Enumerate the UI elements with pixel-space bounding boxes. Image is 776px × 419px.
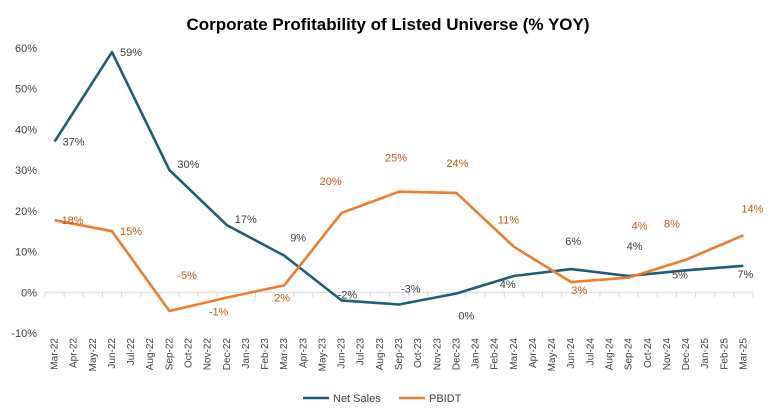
data-label: 11% <box>498 215 519 227</box>
x-tick-label: Aug-23 <box>375 338 386 371</box>
x-tick-label: Jul-22 <box>126 338 137 366</box>
data-label: 37% <box>63 137 85 149</box>
x-tick-label: Jun-22 <box>107 338 118 369</box>
data-label: 9% <box>290 233 306 245</box>
data-label: 8% <box>664 219 680 231</box>
x-tick-label: Nov-22 <box>203 338 214 371</box>
x-tick-label: May-24 <box>547 338 558 372</box>
x-tick-label: Sep-22 <box>164 338 175 371</box>
data-label: 30% <box>177 159 199 171</box>
x-tick-label: Apr-24 <box>528 338 539 368</box>
y-tick-label: 60% <box>15 43 37 55</box>
data-label: 24% <box>446 158 468 170</box>
x-tick-label: Jun-24 <box>566 338 577 369</box>
y-tick-label: 30% <box>15 165 37 177</box>
x-tick-label: Jan-25 <box>700 338 711 369</box>
data-label: 18% <box>62 215 84 227</box>
x-tick-label: Sep-24 <box>624 338 635 371</box>
x-tick-label: Jan-23 <box>241 338 252 369</box>
x-tick-label: Feb-24 <box>490 338 501 370</box>
x-tick-label: Nov-23 <box>432 338 443 371</box>
data-label: -3% <box>401 284 421 296</box>
x-tick-label: Dec-22 <box>222 338 233 371</box>
data-label: 14% <box>741 203 763 215</box>
y-tick-label: 10% <box>15 247 37 259</box>
x-tick-label: Jun-23 <box>337 338 348 369</box>
data-label: -5% <box>177 270 197 282</box>
legend-entry: PBIDT <box>429 393 462 405</box>
x-tick-label: Apr-23 <box>298 338 309 368</box>
x-tick-label: Aug-24 <box>604 338 615 371</box>
data-label: 15% <box>120 226 142 238</box>
x-tick-label: Feb-25 <box>719 338 730 370</box>
x-tick-label: Jul-24 <box>585 338 596 366</box>
data-labels: 37% 59% 30% 17% 9% -2% -3% 0% 4% 6% 4% 5% 7% 18% 15% -5… <box>62 47 764 322</box>
x-tick-label: Mar-23 <box>279 338 290 370</box>
series-line-net-sales <box>53 50 744 306</box>
series-layer <box>53 50 744 313</box>
series-line-pbidt <box>54 190 744 313</box>
data-label: 4% <box>627 241 643 253</box>
x-tick-label: Dec-24 <box>681 338 692 371</box>
y-tick-label: 50% <box>15 84 37 96</box>
x-tick-label: Dec-23 <box>451 338 462 371</box>
data-label: 17% <box>235 214 257 226</box>
axes: -10% 0% 10% 20% 30% 40% 50% 60% Mar-22 Apr-22 May-… <box>11 43 754 372</box>
data-label: 20% <box>320 176 342 188</box>
x-tick-label: Mar-22 <box>50 338 61 370</box>
x-tick-label: Nov-24 <box>662 338 673 371</box>
x-tick-label: Aug-22 <box>145 338 156 371</box>
y-tick-label: -10% <box>11 328 37 340</box>
data-label: 7% <box>737 269 753 281</box>
legend: Net Sales PBIDT <box>303 393 462 405</box>
x-tick-label: Oct-22 <box>184 338 195 368</box>
x-tick-label: Jul-23 <box>356 338 367 366</box>
data-label: 4% <box>500 279 516 291</box>
data-label: -2% <box>338 289 358 301</box>
legend-entry: Net Sales <box>333 393 381 405</box>
data-label: 25% <box>385 153 407 165</box>
x-tick-label: May-23 <box>317 338 328 372</box>
chart-title: Corporate Profitability of Listed Univer… <box>186 15 589 34</box>
x-tick-label: Feb-23 <box>260 338 271 370</box>
x-tick-label: Oct-24 <box>643 338 654 368</box>
y-tick-label: 0% <box>21 287 37 299</box>
x-tick-label: Mar-24 <box>509 338 520 370</box>
x-tick-label: Oct-23 <box>413 338 424 368</box>
data-label: 5% <box>672 269 688 281</box>
data-label: 0% <box>458 311 474 323</box>
data-label: 6% <box>565 236 581 248</box>
x-tick-label: Jan-24 <box>471 338 482 369</box>
y-tick-label: 20% <box>15 206 37 218</box>
data-label: 2% <box>274 292 290 304</box>
data-label: 3% <box>571 285 587 297</box>
x-tick-label: May-22 <box>88 338 99 372</box>
x-tick-label: Mar-25 <box>738 338 749 370</box>
data-label: -1% <box>209 307 229 319</box>
data-label: 59% <box>120 47 142 59</box>
x-tick-label: Apr-22 <box>69 338 80 368</box>
x-tick-label: Sep-23 <box>394 338 405 371</box>
y-tick-label: 40% <box>15 124 37 136</box>
data-label: 4% <box>632 221 648 233</box>
